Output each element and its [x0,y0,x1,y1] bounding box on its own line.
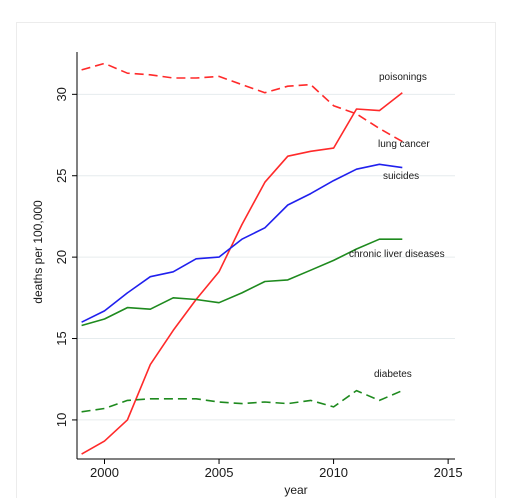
x-tick-label-2015: 2015 [434,465,463,480]
y-tick-label-15: 15 [54,331,69,345]
series-line-chronic-liver-diseases [81,238,403,327]
axes [76,52,455,460]
y-tick-label-20: 20 [54,250,69,264]
x-tick-label-2010: 2010 [319,465,348,480]
x-axis-title: year [284,483,307,497]
series-line-lung-cancer [81,62,403,143]
ticks: 10 15 20 25 30 2000 2005 2010 2015 [54,87,463,480]
y-tick-label-25: 25 [54,168,69,182]
y-tick-label-30: 30 [54,87,69,101]
x-tick-label-2000: 2000 [90,465,119,480]
series-line-diabetes [81,389,403,413]
series-lines [81,62,403,455]
series-label-suicides: suicides [383,171,419,182]
gridlines [77,93,455,421]
series-label-lung-cancer: lung cancer [378,139,430,150]
x-tick-label-2005: 2005 [205,465,234,480]
series-line-poisonings [81,92,403,455]
y-tick-label-10: 10 [54,413,69,427]
series-label-poisonings: poisonings [379,72,427,83]
series-line-suicides [81,163,403,323]
y-axis-title: deaths per 100,000 [31,200,45,304]
series-label-diabetes: diabetes [374,369,412,380]
series-label-chronic-liver-diseases: chronic liver diseases [349,249,445,260]
chart-frame [16,22,496,498]
series-labels: poisonings lung cancer suicides chronic … [349,72,445,380]
